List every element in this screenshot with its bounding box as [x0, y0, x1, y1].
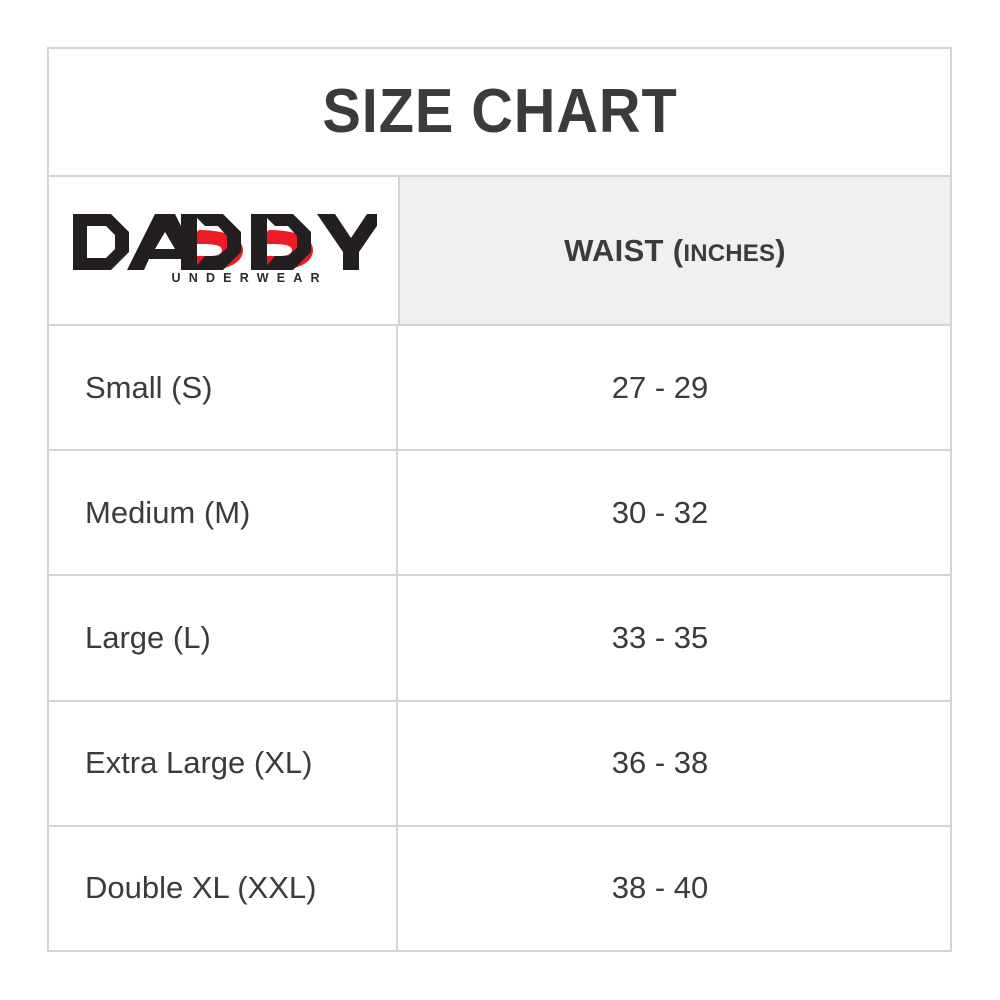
waist-header-close-paren: ) [775, 232, 786, 268]
table-title-row: SIZE CHART [49, 49, 950, 177]
waist-value: 30 - 32 [611, 494, 709, 530]
size-label: Extra Large (XL) [85, 745, 313, 781]
brand-logo-cell: UNDERWEAR [49, 177, 400, 324]
waist-column-header: WAIST (INCHES) [400, 177, 950, 324]
waist-header-open-paren: ( [663, 232, 684, 268]
table-row: Extra Large (XL) 36 - 38 [49, 701, 950, 827]
size-label: Small (S) [85, 369, 213, 405]
table-header-row: UNDERWEAR WAIST (INCHES) [49, 177, 950, 326]
size-label: Medium (M) [85, 494, 251, 530]
waist-value: 36 - 38 [611, 745, 709, 781]
size-cell: Extra Large (XL) [49, 701, 398, 825]
daddy-underwear-logo: UNDERWEAR [71, 212, 377, 290]
waist-header-label: WAIST (INCHES) [564, 233, 786, 269]
waist-header-unit: INCHES [683, 239, 776, 267]
size-cell: Large (L) [49, 576, 398, 700]
size-label: Large (L) [85, 620, 211, 655]
waist-value: 33 - 35 [611, 620, 709, 655]
waist-cell: 27 - 29 [398, 326, 950, 449]
waist-cell: 30 - 32 [398, 451, 950, 574]
page-title: SIZE CHART [321, 77, 678, 146]
size-label: Double XL (XXL) [85, 870, 317, 906]
waist-cell: 38 - 40 [398, 827, 950, 950]
waist-value: 38 - 40 [611, 870, 709, 906]
size-chart-table: SIZE CHART [47, 47, 952, 952]
waist-cell: 33 - 35 [398, 576, 950, 699]
size-cell: Medium (M) [49, 451, 398, 575]
table-row: Medium (M) 30 - 32 [49, 451, 950, 577]
table-row: Small (S) 27 - 29 [49, 326, 950, 452]
size-cell: Small (S) [49, 326, 398, 450]
table-body: Small (S) 27 - 29 Medium (M) 30 - 32 Lar… [49, 326, 950, 951]
table-row: Large (L) 33 - 35 [49, 576, 950, 702]
daddy-wordmark-icon [72, 213, 377, 270]
waist-value: 27 - 29 [611, 369, 709, 405]
table-row: Double XL (XXL) 38 - 40 [49, 826, 950, 951]
brand-tagline: UNDERWEAR [171, 270, 328, 285]
waist-cell: 36 - 38 [398, 702, 950, 825]
size-cell: Double XL (XXL) [49, 826, 398, 951]
waist-header-main: WAIST [564, 232, 664, 268]
